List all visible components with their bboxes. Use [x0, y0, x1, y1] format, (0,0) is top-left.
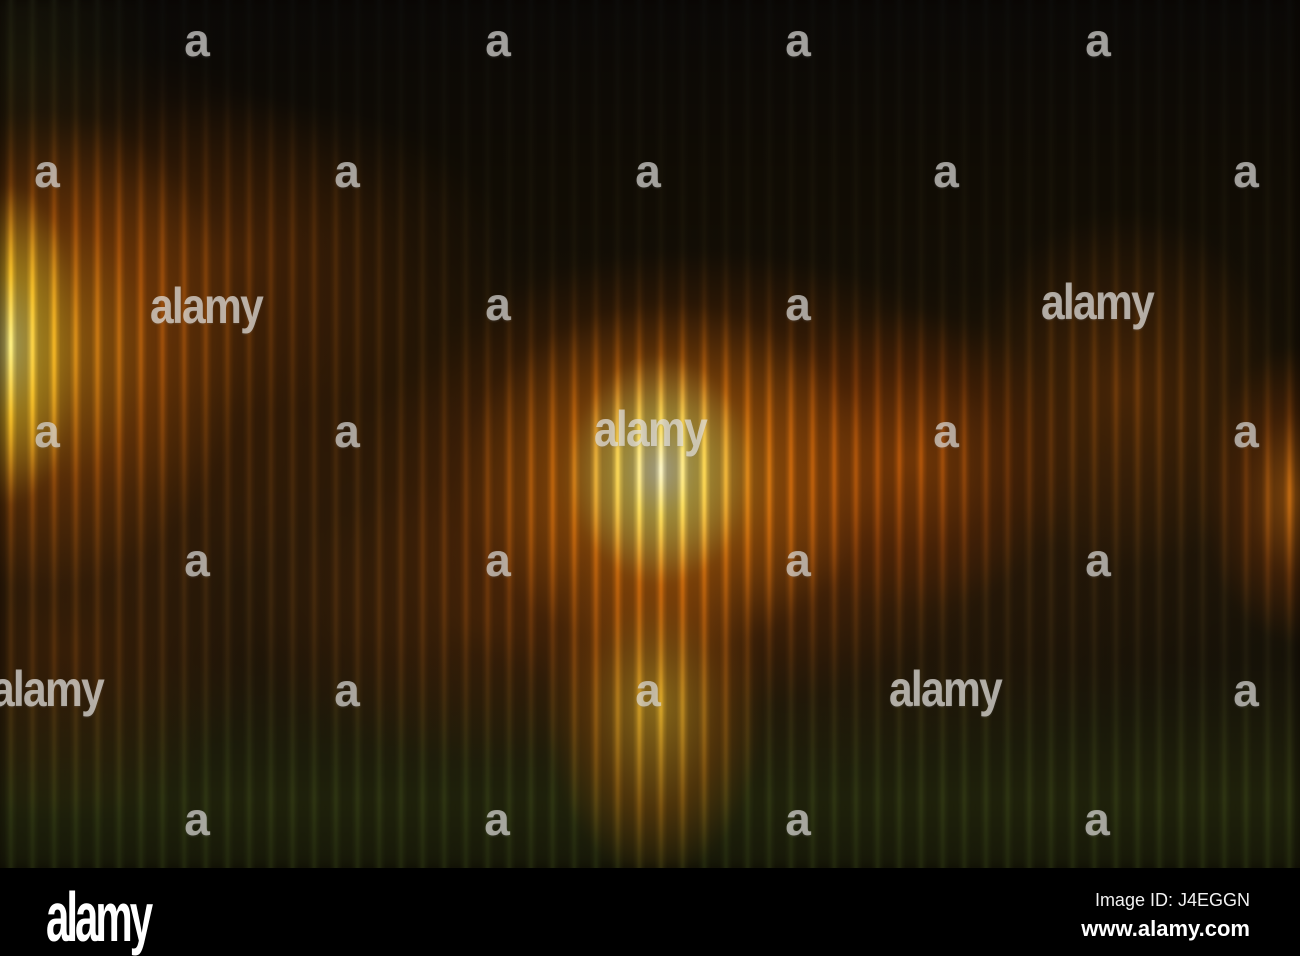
watermark-word: alamy	[149, 278, 264, 334]
watermark-letter: a	[485, 14, 511, 66]
watermark-letter: a	[334, 664, 360, 716]
watermark-letter: a	[1233, 405, 1259, 457]
watermark-word: alamy	[593, 401, 708, 457]
watermark-letter: a	[184, 14, 210, 66]
watermark-letter: a	[785, 534, 811, 586]
watermark-word: alamy	[888, 661, 1003, 717]
watermark-letter: a	[1085, 534, 1111, 586]
watermark-letter: a	[34, 405, 60, 457]
image-id-text: Image ID: J4EGGN	[1094, 890, 1250, 910]
watermark-word: alamy	[0, 661, 105, 717]
watermark-layer: a a a a a a a a a a a a a a a a a a a a a a a a a a alamy alamy alam…	[0, 14, 1259, 845]
watermark-letter: a	[785, 14, 811, 66]
watermark-letter: a	[1084, 793, 1110, 845]
alamy-url-text: www.alamy.com	[1081, 916, 1250, 941]
abstract-artwork: a a a a a a a a a a a a a a a a a a a a a a a a a a alamy alamy alam…	[0, 0, 1300, 868]
glow-bloom	[0, 0, 1300, 868]
watermark-letter: a	[1085, 14, 1111, 66]
watermark-letter: a	[184, 534, 210, 586]
watermark-letter: a	[484, 793, 510, 845]
alamy-logo: alamy	[46, 878, 153, 956]
watermark-letter: a	[485, 278, 511, 330]
watermark-letter: a	[635, 664, 661, 716]
watermark-letter: a	[485, 534, 511, 586]
watermark-word: alamy	[1040, 274, 1155, 330]
watermark-letter: a	[34, 145, 60, 197]
footer-bar: alamy Image ID: J4EGGN www.alamy.com	[0, 868, 1300, 956]
watermark-letter: a	[933, 405, 959, 457]
watermark-letter: a	[1233, 145, 1259, 197]
watermark-letter: a	[1233, 664, 1259, 716]
watermark-letter: a	[334, 405, 360, 457]
watermark-letter: a	[785, 793, 811, 845]
watermark-letter: a	[933, 145, 959, 197]
watermark-letter: a	[184, 793, 210, 845]
watermark-letter: a	[635, 145, 661, 197]
watermark-letter: a	[334, 145, 360, 197]
watermark-letter: a	[785, 278, 811, 330]
footer-right-block: Image ID: J4EGGN www.alamy.com	[1081, 891, 1250, 940]
